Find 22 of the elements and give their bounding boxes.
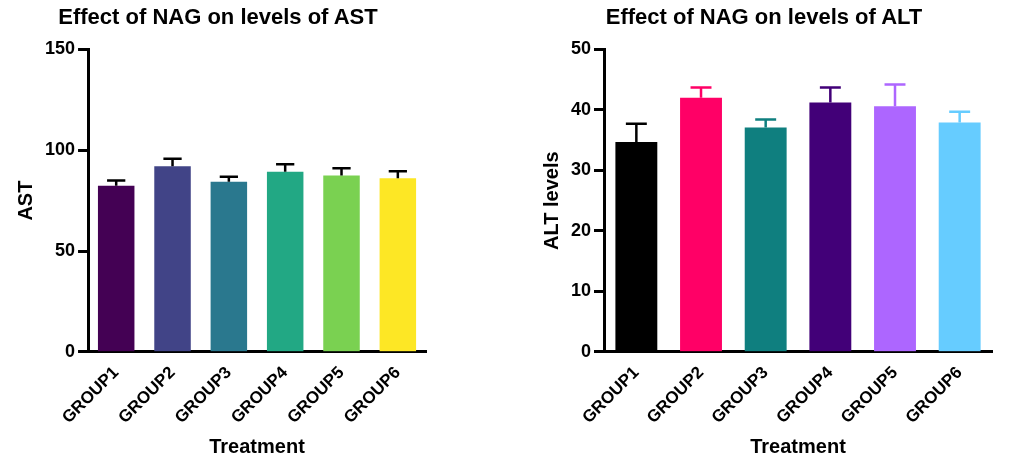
y-tick-label: 20 [570, 219, 592, 240]
bar [266, 171, 304, 352]
chart-title: Effect of NAG on levels of AST [58, 4, 379, 30]
y-tick-label: 50 [570, 38, 592, 59]
y-tick-label: 0 [65, 340, 76, 361]
bar [323, 175, 360, 352]
y-tick-label: 0 [581, 340, 592, 361]
y-tick-label: 100 [44, 139, 76, 160]
bar [379, 178, 417, 352]
y-tick-label: 150 [44, 38, 76, 59]
y-axis-title: ALT levels [539, 151, 562, 250]
chart-title: Effect of NAG on levels of ALT [605, 4, 923, 30]
bar [210, 181, 248, 352]
y-tick-label: 10 [570, 280, 592, 301]
y-tick-label: 30 [570, 159, 592, 180]
y-axis-title: AST [13, 180, 36, 221]
y-tick-label: 40 [570, 98, 592, 119]
bar [97, 185, 135, 352]
y-tick-label: 50 [55, 239, 76, 260]
x-axis-title: Treatment [209, 434, 306, 457]
x-axis-title: Treatment [750, 434, 847, 457]
bar [154, 166, 191, 352]
